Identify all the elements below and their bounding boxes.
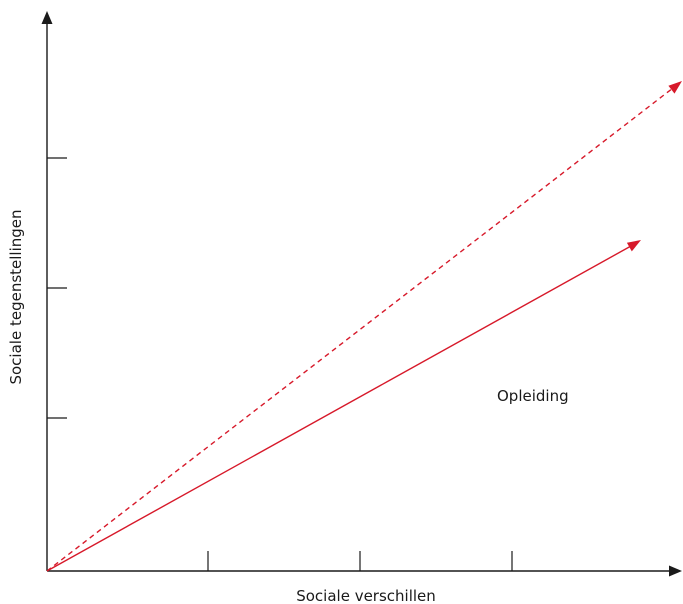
y-axis-arrowhead — [41, 11, 53, 24]
x-axis-label: Sociale verschillen — [296, 587, 436, 604]
solid-arrow-line — [46, 245, 632, 572]
dashed-arrow-head — [668, 81, 682, 94]
x-axis-arrowhead — [669, 565, 682, 577]
dashed-arrow-line — [46, 87, 674, 572]
annotation-label: Opleiding — [497, 387, 569, 405]
y-axis-label: Sociale tegenstellingen — [7, 209, 25, 384]
solid-arrow-head — [626, 240, 641, 252]
